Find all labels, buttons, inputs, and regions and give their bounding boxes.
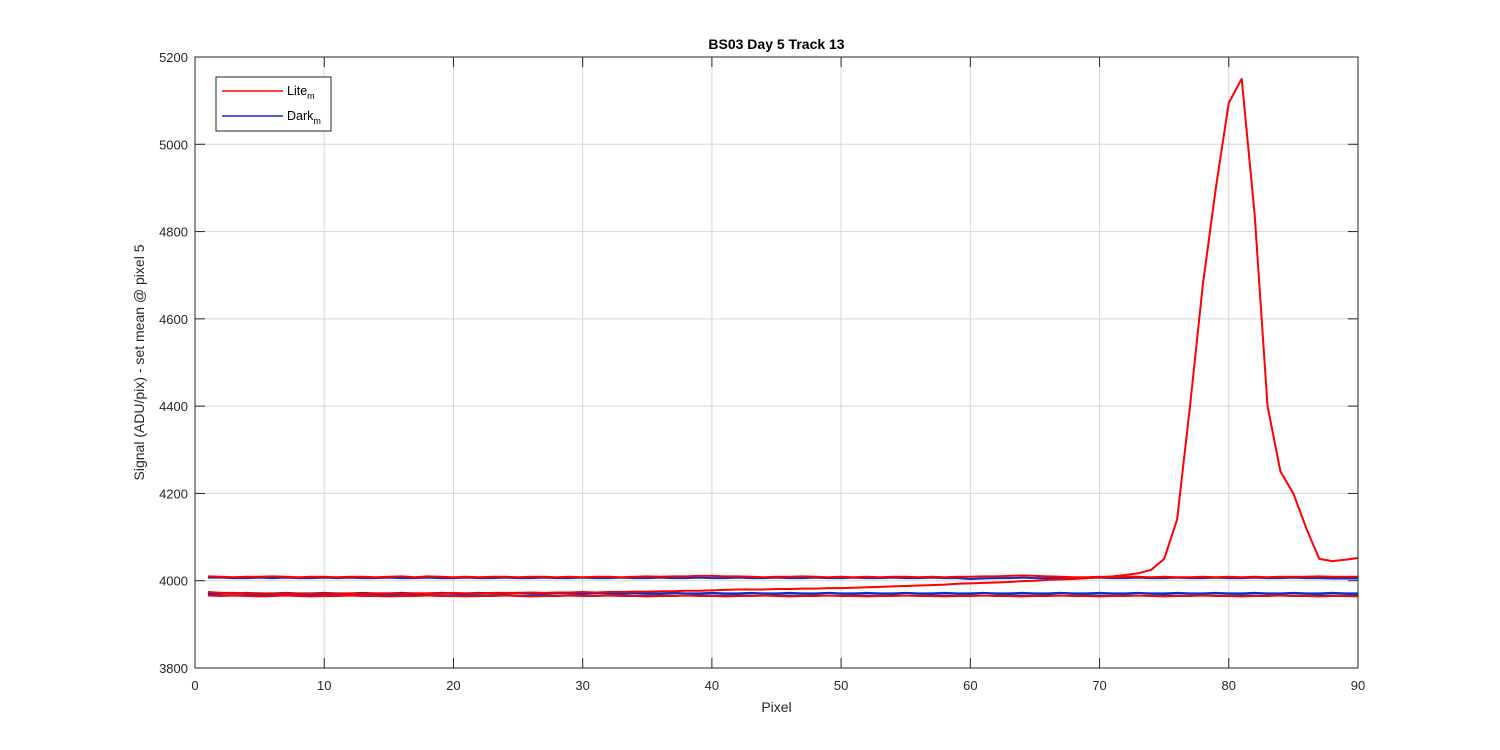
- legend-label-lite-sub: m: [307, 91, 315, 101]
- legend-label-dark: Darkm: [287, 109, 321, 126]
- legend-label-dark-base: Dark: [287, 109, 314, 123]
- legend-label-lite: Litem: [287, 84, 315, 101]
- grid-lines: [195, 57, 1358, 668]
- legend[interactable]: Litem Darkm: [215, 76, 332, 132]
- y-tick-label: 5000: [159, 137, 188, 152]
- x-axis-label: Pixel: [761, 699, 791, 715]
- series-line-lite-5: [207, 594, 1359, 598]
- y-tick-label: 4800: [159, 225, 188, 240]
- x-tick-label: 10: [317, 678, 331, 693]
- axis-ticks: 0 10 20 30 40 50 60 70 80 90 3800 4000 4200 4400 4600 4…: [159, 50, 1365, 693]
- series-line-dark-0: [207, 576, 1358, 580]
- y-axis-label: Signal (ADU/pix) - set mean @ pixel 5: [131, 244, 147, 480]
- chart-title: BS03 Day 5 Track 13: [708, 36, 844, 52]
- x-tick-label: 20: [446, 678, 460, 693]
- x-tick-label: 0: [191, 678, 198, 693]
- series-line-lite-3: [207, 77, 1359, 595]
- legend-label-dark-sub: m: [313, 116, 321, 126]
- y-tick-label: 4600: [159, 312, 188, 327]
- x-tick-label: 30: [575, 678, 589, 693]
- x-tick-label: 70: [1092, 678, 1106, 693]
- x-tick-label: 50: [834, 678, 848, 693]
- y-tick-label: 4000: [159, 574, 188, 589]
- series-layer: [207, 77, 1359, 598]
- x-tick-label: 90: [1351, 678, 1365, 693]
- series-line-lite-4: [207, 574, 1358, 579]
- y-tick-label: 4200: [159, 486, 188, 501]
- y-tick-label: 3800: [159, 661, 188, 676]
- x-tick-label: 40: [705, 678, 719, 693]
- plot-area-frame: [194, 56, 1359, 669]
- legend-box: [215, 76, 332, 132]
- x-tick-label: 60: [963, 678, 977, 693]
- y-tick-label: 5200: [159, 50, 188, 65]
- legend-label-lite-base: Lite: [287, 84, 307, 98]
- y-tick-label: 4400: [159, 399, 188, 414]
- x-tick-label: 80: [1222, 678, 1236, 693]
